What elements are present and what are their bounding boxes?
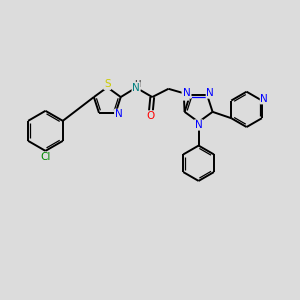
Text: Cl: Cl	[40, 152, 51, 162]
Text: N: N	[132, 82, 140, 93]
Text: N: N	[115, 109, 122, 119]
Text: N: N	[195, 120, 203, 130]
Text: H: H	[134, 80, 140, 89]
Text: N: N	[183, 88, 191, 98]
Text: S: S	[182, 90, 189, 100]
Text: S: S	[104, 79, 111, 89]
Text: N: N	[206, 88, 214, 98]
Text: N: N	[260, 94, 268, 104]
Text: O: O	[147, 111, 155, 121]
